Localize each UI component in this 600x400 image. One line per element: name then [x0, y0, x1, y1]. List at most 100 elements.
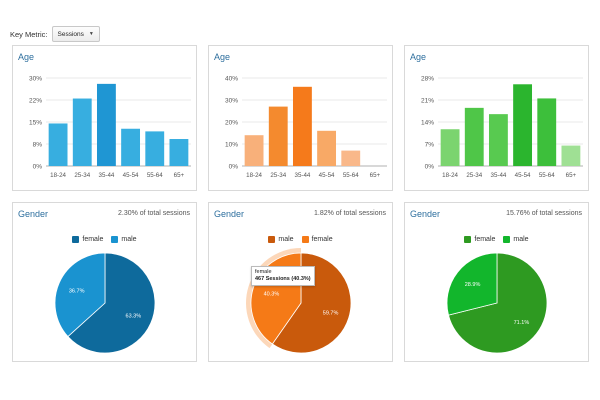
y-tick-label: 28%: [421, 76, 434, 83]
bar: [268, 106, 288, 166]
key-metric: Key Metric: Sessions ▼: [10, 25, 100, 43]
legend-label: female: [311, 236, 333, 243]
pie-slice-label: 59.7%: [323, 310, 339, 316]
tooltip-value: 467 Sessions (40.3%): [255, 276, 311, 282]
legend-swatch: [72, 236, 80, 243]
x-tick-label: 55-64: [147, 172, 163, 179]
sessions-share: 1.82% of total sessions: [314, 210, 386, 217]
x-tick-label: 35-44: [295, 172, 311, 179]
x-tick-label: 55-64: [539, 172, 555, 179]
bar: [72, 98, 92, 166]
x-tick-label: 25-34: [270, 172, 286, 179]
y-tick-label: 21%: [421, 98, 434, 105]
legend-item[interactable]: female: [72, 236, 103, 243]
legend-label: male: [513, 236, 529, 243]
y-tick-label: 10%: [225, 142, 238, 149]
panel-title: Gender: [214, 209, 245, 219]
y-tick-label: 22%: [29, 98, 42, 105]
key-metric-value: Sessions: [57, 30, 84, 38]
bar: [537, 98, 557, 166]
legend-label: male: [278, 236, 294, 243]
bar: [121, 128, 141, 166]
panel-title: Age: [214, 52, 231, 62]
bar: [48, 123, 68, 166]
panel-title: Age: [410, 52, 427, 62]
legend-item[interactable]: female: [464, 236, 495, 243]
pie-slice: [67, 252, 156, 354]
gender-pie-chart-1: 63.3% 36.7%: [54, 252, 156, 354]
pie-slice: [448, 252, 548, 354]
y-tick-label: 30%: [29, 76, 42, 83]
x-tick-label: 18-24: [50, 172, 66, 179]
bar: [561, 145, 581, 166]
y-tick-label: 7%: [425, 142, 435, 149]
bar: [244, 135, 264, 166]
age-bar-chart-2: 0% 10% 20% 30% 40% 18-24 25-34 35-44 45-54 55-64 6…: [225, 76, 387, 179]
x-tick-label: 18-24: [442, 172, 458, 179]
x-tick-label: 55-64: [343, 172, 359, 179]
age-panel-3: Age 0% 7% 14% 21% 28% 18-24 25-34 35-44 45-54 55-…: [404, 45, 589, 191]
x-tick-label: 25-34: [466, 172, 482, 179]
tooltip-label: female: [255, 269, 272, 275]
legend: male female: [209, 236, 392, 243]
y-tick-label: 0%: [33, 164, 43, 171]
legend: female male: [13, 236, 196, 243]
pie-slice-label: 40.3%: [264, 292, 280, 298]
gender-panel-1: Gender 2.30% of total sessions female ma…: [12, 202, 197, 362]
sessions-share: 15.76% of total sessions: [506, 210, 582, 217]
age-bar-chart-1: 0% 8% 15% 22% 30% 18-24 25-34 35-44 45-54 55-64 65…: [29, 76, 191, 179]
panel-title: Age: [18, 52, 35, 62]
pie-slice-label: 36.7%: [69, 288, 85, 294]
pie-slice: [54, 252, 106, 338]
x-tick-label: 65+: [370, 172, 381, 179]
bar: [488, 114, 508, 166]
pie-tooltip: female 467 Sessions (40.3%): [251, 266, 315, 286]
age-panel-1: Age 0% 8% 15% 22% 30% 18-24 25-34 35-44 45-54 55-…: [12, 45, 197, 191]
y-tick-label: 0%: [425, 164, 435, 171]
pie-slice-label: 63.3%: [126, 314, 142, 320]
legend-item[interactable]: male: [268, 236, 294, 243]
x-tick-label: 35-44: [99, 172, 115, 179]
legend-item[interactable]: male: [503, 236, 529, 243]
gender-panel-2: Gender 1.82% of total sessions male fema…: [208, 202, 393, 362]
age-bar-chart-3: 0% 7% 14% 21% 28% 18-24 25-34 35-44 45-54 55-64 65…: [421, 76, 583, 179]
bar: [440, 129, 460, 166]
pie-slice: [446, 252, 498, 316]
y-tick-label: 20%: [225, 120, 238, 127]
bar: [96, 83, 116, 166]
y-tick-label: 0%: [229, 164, 239, 171]
legend-label: female: [474, 236, 496, 243]
bar: [292, 86, 312, 166]
x-tick-label: 45-54: [123, 172, 139, 179]
x-tick-label: 45-54: [515, 172, 531, 179]
gender-pie-chart-3: 71.1% 28.9%: [446, 252, 548, 354]
bar: [341, 150, 361, 166]
legend-label: female: [82, 236, 104, 243]
y-tick-label: 40%: [225, 76, 238, 83]
legend-swatch: [503, 236, 511, 243]
bar: [464, 107, 484, 166]
pie-slice-label: 28.9%: [465, 282, 481, 288]
sessions-share: 2.30% of total sessions: [118, 210, 190, 217]
key-metric-label: Key Metric:: [10, 29, 48, 39]
x-tick-label: 65+: [174, 172, 185, 179]
age-panel-2: Age 0% 10% 20% 30% 40% 18-24 25-34 35-44 45-54 55…: [208, 45, 393, 191]
legend-swatch: [268, 236, 276, 243]
legend-item[interactable]: female: [301, 236, 333, 243]
gender-panel-3: Gender 15.76% of total sessions female m…: [404, 202, 589, 362]
x-tick-label: 25-34: [74, 172, 90, 179]
y-tick-label: 8%: [33, 142, 43, 149]
x-tick-label: 45-54: [319, 172, 335, 179]
bar: [145, 131, 165, 166]
legend-item[interactable]: male: [111, 236, 137, 243]
legend: female male: [405, 236, 588, 243]
bar: [317, 130, 337, 166]
legend-swatch: [301, 236, 309, 243]
pie-slice-label: 71.1%: [514, 320, 530, 326]
x-tick-label: 65+: [566, 172, 577, 179]
key-metric-select[interactable]: Sessions ▼: [51, 26, 100, 42]
panel-title: Gender: [410, 209, 441, 219]
legend-label: male: [121, 236, 137, 243]
pie-slice: [271, 252, 352, 354]
panel-title: Gender: [18, 209, 49, 219]
